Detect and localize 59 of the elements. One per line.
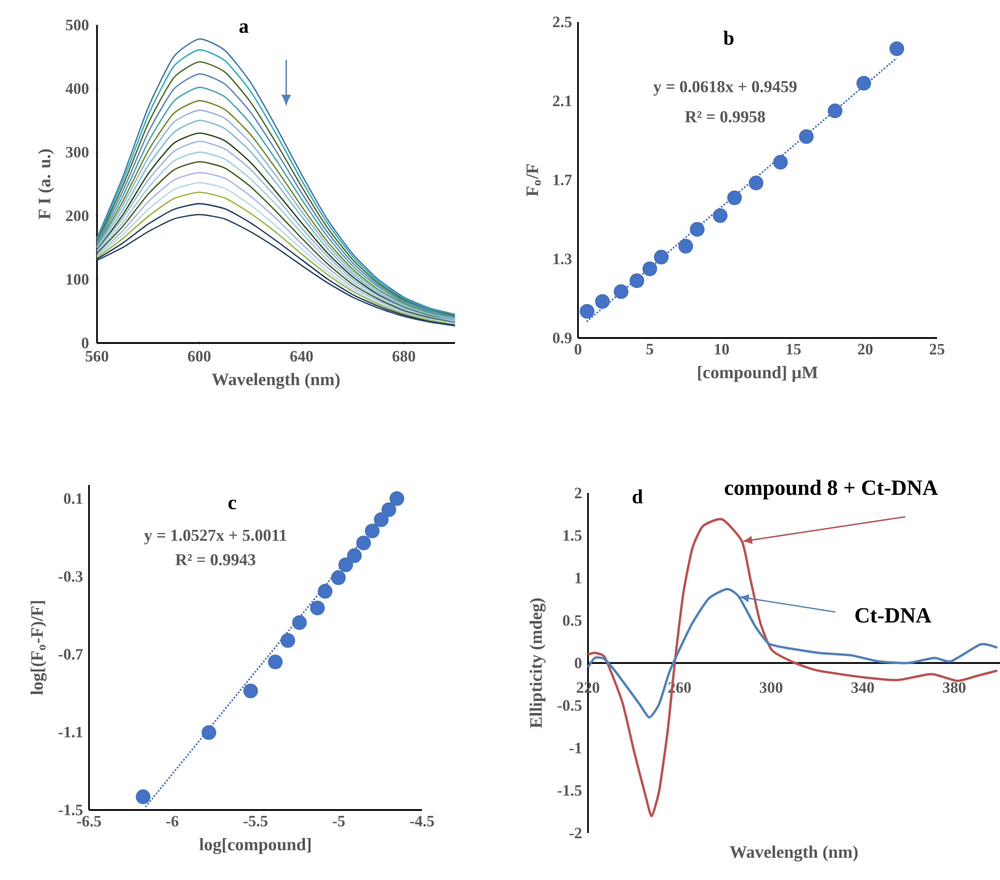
y-tick-label: -1 xyxy=(570,742,582,754)
x-tick-label: 640 xyxy=(290,350,313,362)
y-tick-label: 400 xyxy=(66,83,89,94)
x-axis-title: log[compound] xyxy=(199,838,311,854)
y-axis-title: log[(F$_{o}$-F)/F] xyxy=(30,601,47,695)
y-tick-label: 1.7 xyxy=(554,174,572,186)
y-tick-label: -1.5 xyxy=(558,785,582,796)
x-axis-title: Wavelength (nm) xyxy=(212,373,340,390)
y-tick-label: -0.3 xyxy=(58,571,83,582)
y-tick-label: 0 xyxy=(574,658,582,668)
chart-title: a xyxy=(239,23,248,33)
y-axis-title: Ellipticity (mdeg) xyxy=(530,598,546,728)
x-tick-label: 380 xyxy=(942,682,966,693)
y-tick-label: -1.1 xyxy=(58,726,82,738)
x-tick-label: 680 xyxy=(392,350,416,362)
x-tick-label: 300 xyxy=(760,682,782,693)
y-axis-title: F I (a. u.) xyxy=(38,149,54,220)
legend-label: Ct-DNA xyxy=(855,608,932,623)
x-tick-label: -5 xyxy=(332,816,345,826)
y-tick-label: 2.5 xyxy=(552,16,572,28)
x-tick-label: -6.5 xyxy=(77,816,101,827)
y-tick-label: 1 xyxy=(575,572,582,584)
x-tick-label: 560 xyxy=(86,350,108,362)
y-axis-title: F$_{o}$/F xyxy=(526,164,541,196)
y-tick-label: 200 xyxy=(66,210,89,222)
x-tick-label: -4.5 xyxy=(410,816,434,827)
y-tick-label: 1.5 xyxy=(564,530,582,541)
series-label: compound 8 + Ct-DNA xyxy=(724,480,938,500)
x-tick-label: 15 xyxy=(786,344,801,354)
y-tick-label: -0.5 xyxy=(558,700,582,711)
chart-title: d xyxy=(632,489,643,504)
annotation: R² = 0.9958 xyxy=(685,111,765,122)
y-tick-label: 1.3 xyxy=(554,254,572,264)
x-tick-label: 20 xyxy=(858,344,873,355)
y-tick-label: 100 xyxy=(66,274,89,285)
x-tick-label: 25 xyxy=(930,344,944,355)
y-tick-label: 0.9 xyxy=(552,332,572,344)
x-axis-title: [compound] µM xyxy=(698,366,818,382)
y-tick-label: 300 xyxy=(66,146,89,158)
y-tick-label: 0.1 xyxy=(64,493,82,504)
y-tick-label: 2 xyxy=(574,488,582,498)
annotation: y = 1.0527x + 5.0011 xyxy=(144,530,286,544)
y-tick-label: 0.5 xyxy=(562,615,582,626)
x-tick-label: 5 xyxy=(646,344,654,354)
y-tick-label: 500 xyxy=(66,20,89,30)
chart-title: b xyxy=(723,30,734,45)
x-tick-label: 340 xyxy=(851,682,874,693)
x-axis-title: Wavelength (nm) xyxy=(730,846,858,862)
y-tick-label: -0.7 xyxy=(58,648,83,660)
y-tick-label: 2.1 xyxy=(552,96,572,106)
x-tick-label: -5.5 xyxy=(244,816,268,826)
chart-title: c xyxy=(228,500,236,510)
y-tick-label: -1.5 xyxy=(58,804,83,816)
x-tick-label: 10 xyxy=(714,344,729,355)
annotation: R² = 0.9943 xyxy=(175,554,256,566)
annotation: y = 0.0618x + 0.9459 xyxy=(653,81,797,96)
y-tick-label: -2 xyxy=(570,828,582,838)
x-tick-label: 600 xyxy=(188,350,211,362)
x-tick-label: -6 xyxy=(166,816,178,827)
